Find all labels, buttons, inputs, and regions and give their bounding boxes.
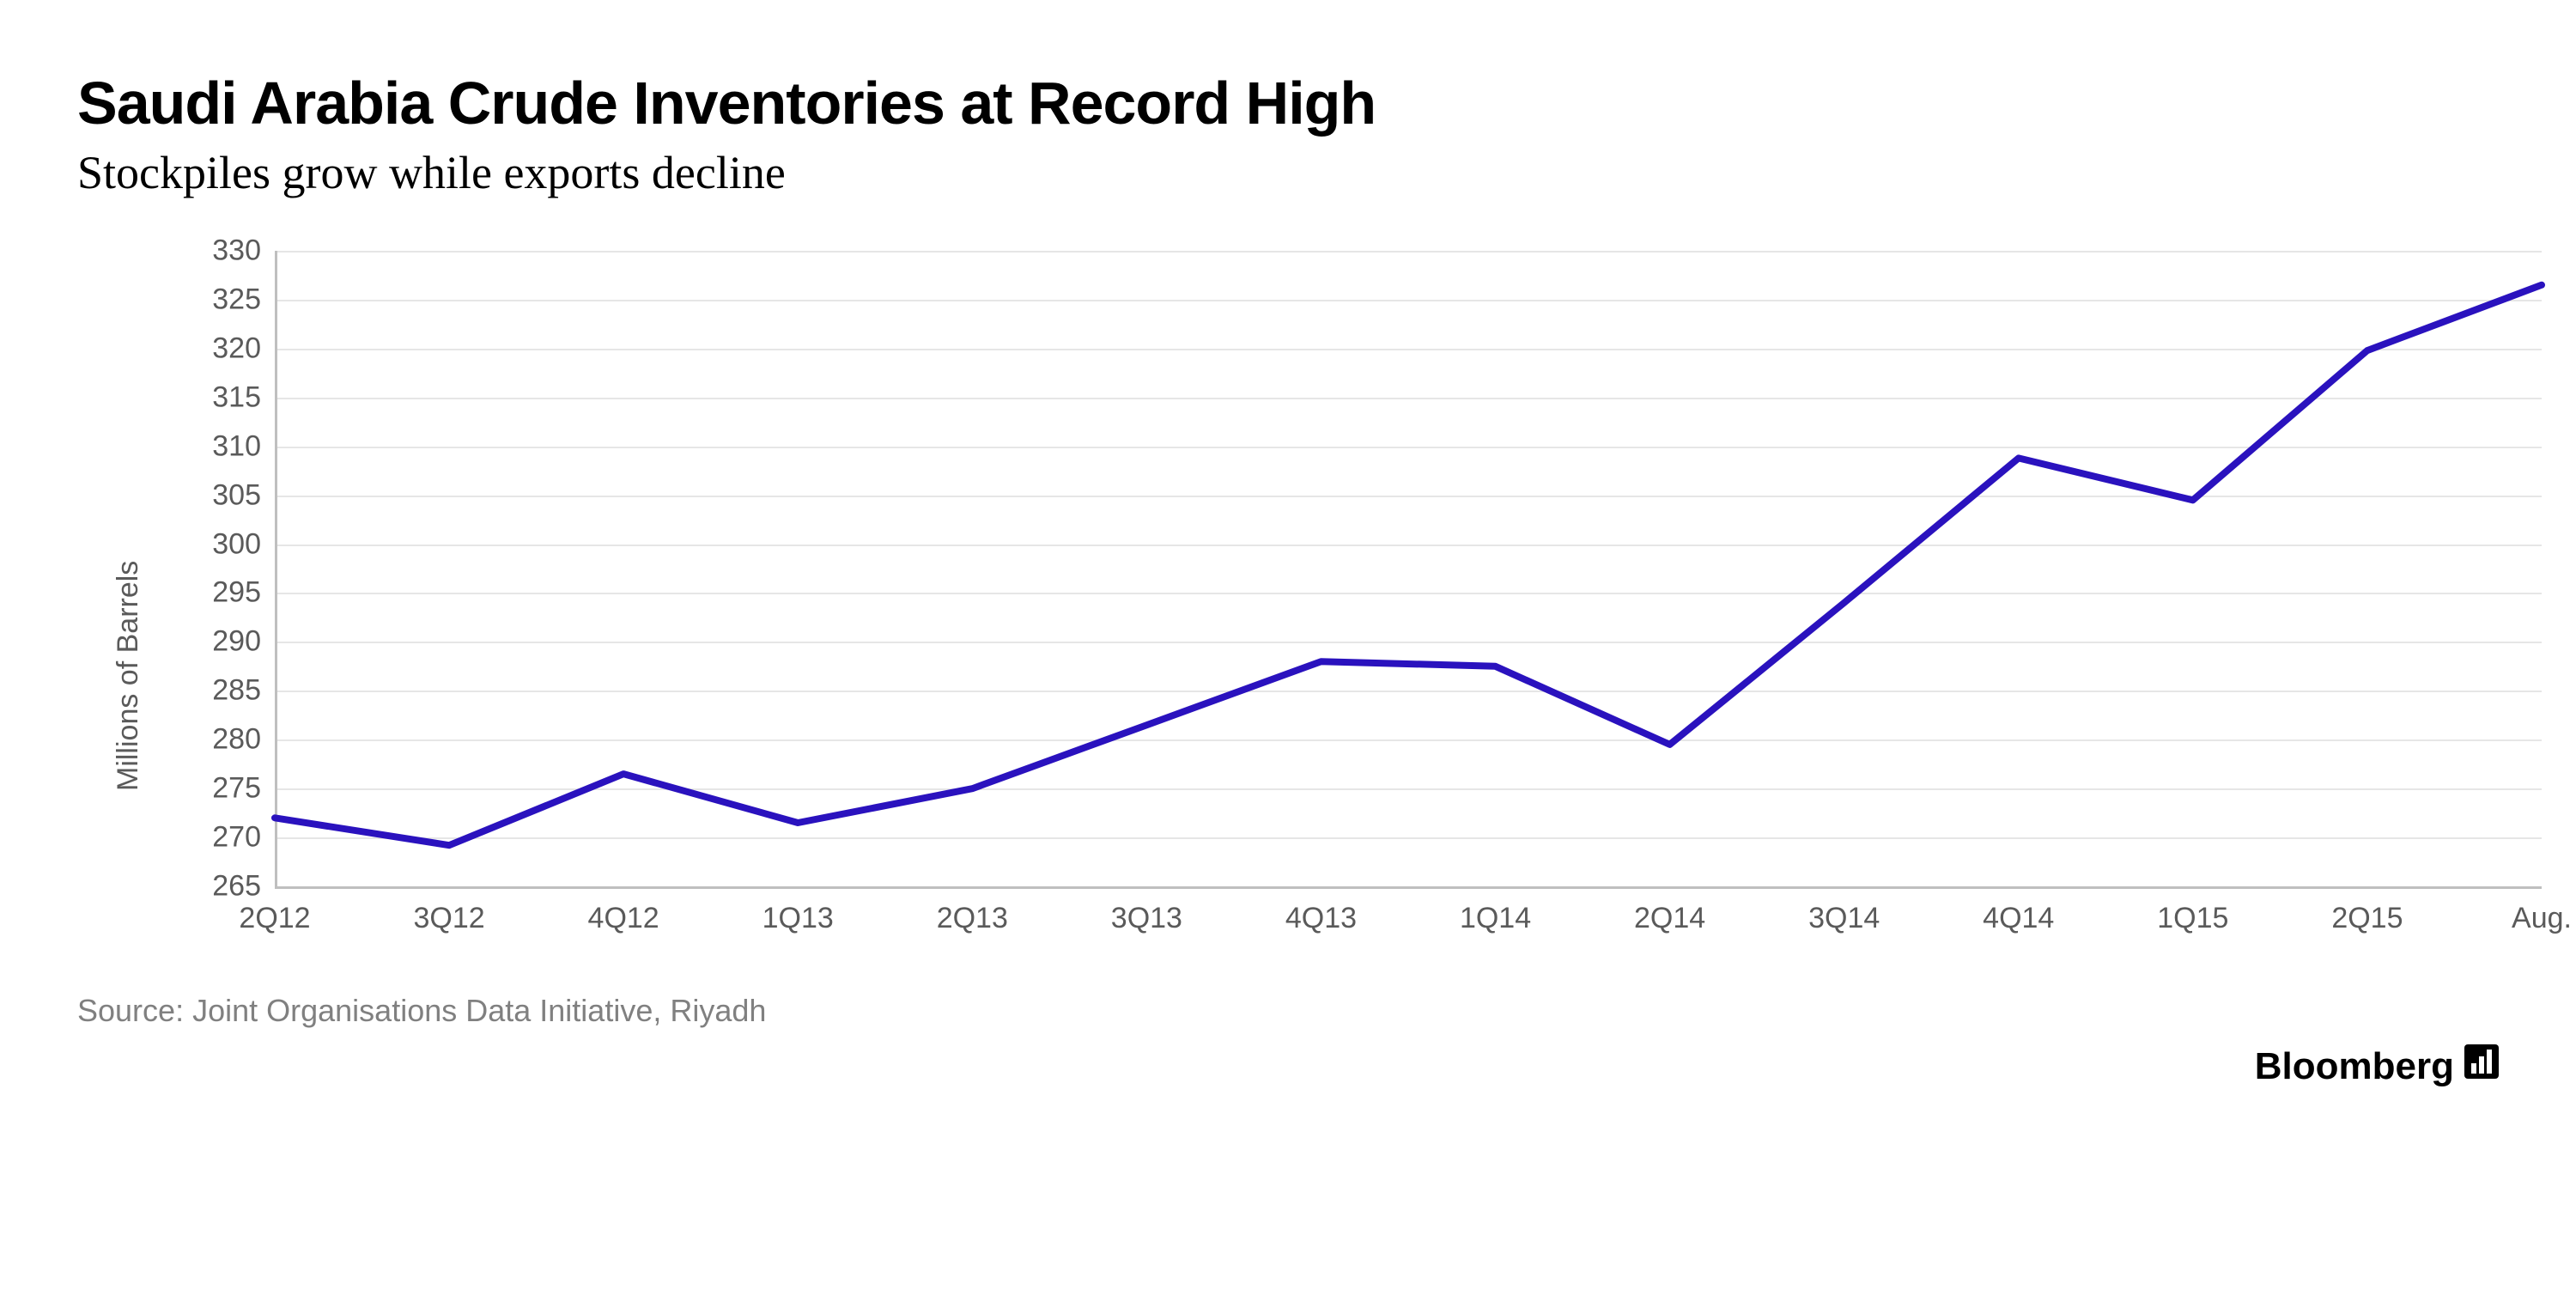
chart-area: Millions of Barrels 265 270 275 280 285 290 29… [77, 251, 2499, 989]
x-tick-label: 4Q14 [1983, 902, 2054, 935]
x-tick-label: 3Q14 [1808, 902, 1880, 935]
brand-logo: Bloomberg [2255, 1044, 2499, 1088]
x-tick-label: 2Q15 [2331, 902, 2403, 935]
source-attribution: Source: Joint Organisations Data Initiat… [77, 993, 766, 1029]
y-tick-label: 330 [158, 234, 261, 268]
y-tick-label: 275 [158, 772, 261, 806]
x-tick-label: Aug. [2512, 902, 2572, 935]
y-tick-label: 280 [158, 723, 261, 757]
y-tick-label: 315 [158, 380, 261, 414]
x-tick-label: 1Q14 [1460, 902, 1531, 935]
brand-icon [2464, 1044, 2499, 1088]
x-tick-label: 4Q13 [1285, 902, 1357, 935]
line-series [275, 251, 2542, 886]
x-tick-label: 2Q13 [937, 902, 1008, 935]
y-tick-label: 265 [158, 870, 261, 904]
x-tick-label: 1Q15 [2157, 902, 2228, 935]
y-tick-label: 285 [158, 674, 261, 708]
y-axis-title: Millions of Barrels [112, 561, 145, 791]
x-tick-label: 2Q12 [239, 902, 310, 935]
y-tick-label: 310 [158, 429, 261, 463]
y-tick-label: 320 [158, 332, 261, 365]
plot-area: 2652702752802852902953003053103153203253… [275, 251, 2542, 886]
x-tick-label: 4Q12 [588, 902, 659, 935]
x-tick-label: 3Q12 [413, 902, 484, 935]
y-tick-label: 290 [158, 625, 261, 659]
chart-title: Saudi Arabia Crude Inventories at Record… [77, 69, 2499, 137]
y-tick-label: 270 [158, 821, 261, 855]
x-tick-label: 3Q13 [1111, 902, 1182, 935]
brand-text: Bloomberg [2255, 1045, 2454, 1088]
x-tick-label: 1Q13 [762, 902, 834, 935]
x-axis-line [275, 886, 2542, 889]
chart-container: Saudi Arabia Crude Inventories at Record… [0, 0, 2576, 1290]
x-tick-label: 2Q14 [1634, 902, 1705, 935]
y-tick-label: 325 [158, 283, 261, 316]
chart-subtitle: Stockpiles grow while exports decline [77, 146, 2499, 199]
y-tick-label: 295 [158, 576, 261, 610]
y-tick-label: 300 [158, 527, 261, 561]
y-tick-label: 305 [158, 478, 261, 512]
